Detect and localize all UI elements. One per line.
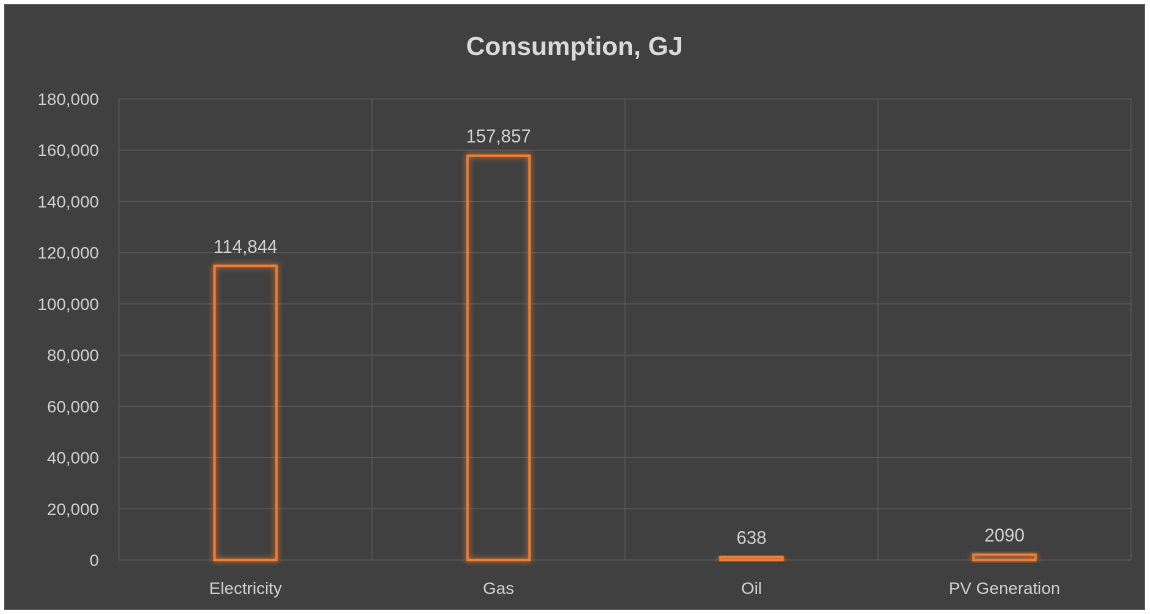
x-tick-label: Electricity — [209, 579, 282, 598]
y-tick-label: 120,000 — [38, 244, 99, 263]
y-tick-label: 40,000 — [47, 449, 99, 468]
bar-electricity — [213, 264, 278, 562]
y-tick-label: 180,000 — [38, 90, 99, 109]
y-tick-label: 60,000 — [47, 397, 99, 416]
y-tick-label: 160,000 — [38, 141, 99, 160]
chart-title: Consumption, GJ — [466, 31, 683, 61]
y-tick-label: 0 — [90, 551, 99, 570]
y-tick-label: 80,000 — [47, 346, 99, 365]
x-tick-label: PV Generation — [949, 579, 1061, 598]
x-tick-label: Oil — [741, 579, 762, 598]
y-tick-label: 100,000 — [38, 295, 99, 314]
y-tick-label: 20,000 — [47, 500, 99, 519]
data-label: 157,857 — [466, 127, 531, 147]
bar-oil — [719, 555, 784, 562]
data-label: 638 — [736, 528, 766, 548]
data-label: 2090 — [984, 526, 1024, 546]
bar-gas — [466, 154, 531, 562]
x-tick-label: Gas — [483, 579, 514, 598]
data-label: 114,844 — [214, 237, 278, 257]
bar-pv-generation — [972, 553, 1037, 562]
y-tick-label: 140,000 — [38, 192, 99, 211]
